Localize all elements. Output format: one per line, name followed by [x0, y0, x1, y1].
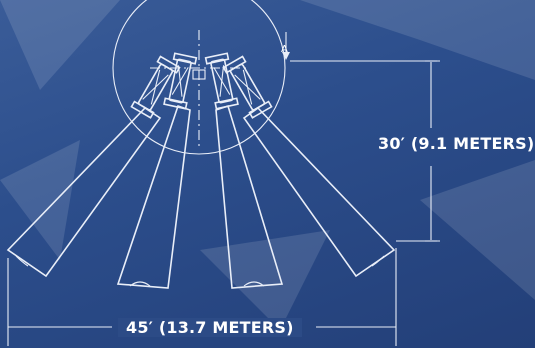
width-dimension-label: 45′ (13.7 METERS) [118, 318, 302, 337]
beam-end-caps [15, 255, 385, 287]
beam-1 [6, 106, 162, 278]
beam-3 [215, 104, 284, 289]
section-marker-label: A [281, 44, 288, 55]
beam-4 [242, 106, 396, 278]
beam-2 [116, 104, 191, 289]
center-box [192, 69, 206, 80]
height-dimension-lines [290, 60, 440, 242]
fixture-heads [130, 52, 273, 119]
mount-circle [112, 0, 286, 155]
light-beams [6, 104, 396, 289]
background-texture [0, 0, 535, 330]
section-marker [282, 32, 290, 60]
height-dimension-label: 30′ (9.1 METERS) [378, 134, 535, 153]
width-dimension-lines [7, 248, 397, 346]
